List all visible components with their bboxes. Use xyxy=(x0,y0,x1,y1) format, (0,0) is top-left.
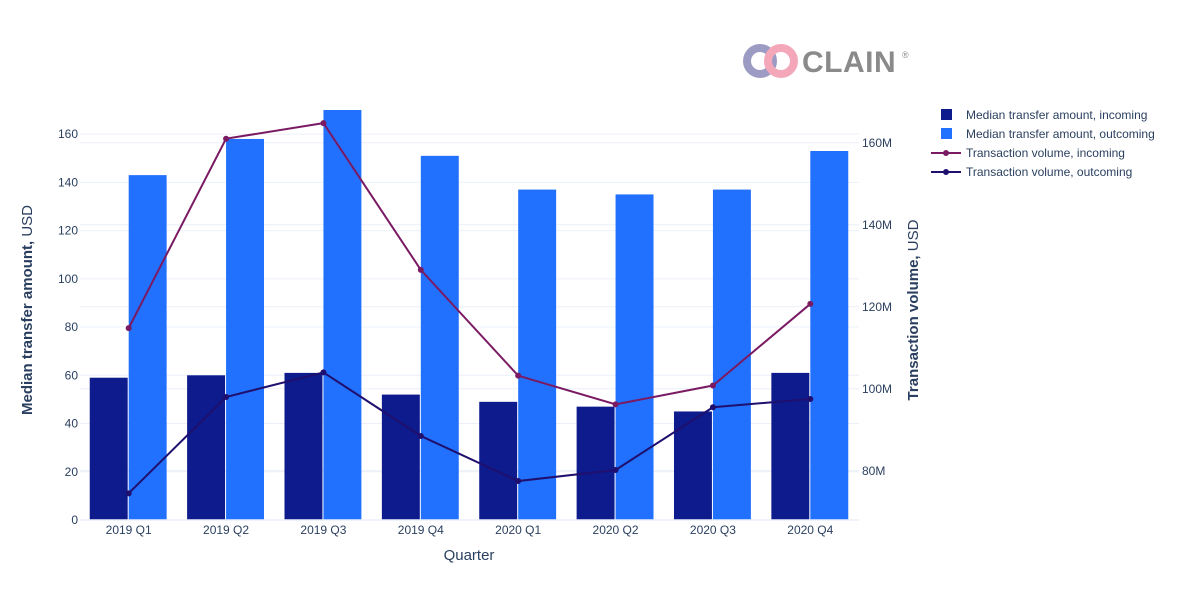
bar-series xyxy=(89,110,849,521)
point-volume-incoming xyxy=(417,266,424,273)
x-tick-label: 2019 Q1 xyxy=(106,523,152,537)
point-volume-incoming xyxy=(515,372,522,379)
legend-volume-outcoming[interactable]: Transaction volume, outcoming xyxy=(931,165,1132,179)
point-volume-incoming xyxy=(320,120,327,127)
line-series xyxy=(125,120,814,497)
bar-median-incoming xyxy=(284,372,323,520)
point-volume-outcoming xyxy=(515,478,522,485)
y-tick-label: 40 xyxy=(65,417,79,431)
logo-registered-mark: ® xyxy=(902,50,909,60)
x-tick-label: 2019 Q2 xyxy=(203,523,249,537)
line-volume-incoming xyxy=(127,122,811,406)
x-tick-label: 2020 Q4 xyxy=(787,523,833,537)
x-tick-label: 2020 Q2 xyxy=(593,523,639,537)
chain-link-icon xyxy=(743,44,798,78)
y-axis-title-unit: USD xyxy=(19,205,36,241)
y-tick-label: 120 xyxy=(58,224,78,238)
point-volume-incoming xyxy=(223,135,230,142)
point-volume-outcoming xyxy=(709,404,716,411)
x-tick-label: 2020 Q1 xyxy=(495,523,541,537)
y2-tick-label: 100M xyxy=(862,382,892,396)
x-tick-label: 2019 Q4 xyxy=(398,523,444,537)
legend-swatch xyxy=(941,109,952,120)
legend-median-outcoming[interactable]: Median transfer amount, outcoming xyxy=(941,127,1155,141)
point-volume-outcoming xyxy=(417,432,424,439)
point-volume-outcoming xyxy=(320,369,327,376)
y-tick-label: 0 xyxy=(71,513,78,527)
logo-text: CLAIN xyxy=(802,46,896,79)
legend-label: Median transfer amount, incoming xyxy=(966,108,1147,122)
point-volume-incoming xyxy=(709,382,716,389)
point-volume-outcoming xyxy=(223,394,230,400)
y2-axis-title-bold: Transaction volume, xyxy=(905,255,922,400)
bar-median-outcoming xyxy=(323,110,362,520)
point-volume-incoming xyxy=(125,325,132,332)
bar-median-incoming xyxy=(187,375,226,520)
y-tick-label: 60 xyxy=(65,368,79,382)
point-volume-incoming xyxy=(612,401,619,408)
point-volume-outcoming xyxy=(612,466,619,473)
y-tick-label: 140 xyxy=(58,175,78,189)
bar-median-outcoming xyxy=(712,189,751,520)
bar-median-incoming xyxy=(576,406,615,520)
y2-tick-label: 80M xyxy=(862,464,885,478)
point-volume-outcoming xyxy=(807,396,814,403)
bar-median-outcoming xyxy=(420,155,459,520)
legend-label: Median transfer amount, outcoming xyxy=(966,127,1155,141)
legend-marker xyxy=(943,150,949,156)
axes: 0 20 40 60 80 100 120 140 160 80M 100M 120M 140M 160M… xyxy=(58,127,892,537)
legend-marker xyxy=(943,169,949,175)
bar-median-outcoming xyxy=(226,138,265,521)
bar-median-outcoming xyxy=(615,194,654,521)
legend-median-incoming[interactable]: Median transfer amount, incoming xyxy=(941,108,1147,122)
point-volume-incoming xyxy=(807,300,814,307)
y2-tick-label: 140M xyxy=(862,218,892,232)
y-axis-title-bold: Median transfer amount, xyxy=(19,241,36,415)
legend-volume-incoming[interactable]: Transaction volume, incoming xyxy=(931,146,1125,160)
point-volume-outcoming xyxy=(125,490,132,497)
bar-median-incoming xyxy=(771,372,810,520)
y2-tick-label: 120M xyxy=(862,300,892,314)
y-tick-label: 20 xyxy=(65,465,79,479)
clain-logo: CLAIN ® xyxy=(743,44,909,79)
y-tick-label: 80 xyxy=(65,320,79,334)
x-tick-label: 2019 Q3 xyxy=(300,523,346,537)
y-axis-title: Median transfer amount, USD xyxy=(19,205,36,415)
legend-label: Transaction volume, incoming xyxy=(966,146,1125,160)
legend-swatch xyxy=(941,128,952,139)
y2-axis-title-unit: USD xyxy=(905,219,922,255)
y2-tick-label: 160M xyxy=(862,136,892,150)
bar-median-incoming xyxy=(673,411,712,520)
bar-median-outcoming xyxy=(518,189,557,520)
legend[interactable]: Median transfer amount, incoming Median t… xyxy=(931,108,1155,179)
y-tick-label: 160 xyxy=(58,127,78,141)
bar-median-incoming xyxy=(479,401,518,520)
legend-label: Transaction volume, outcoming xyxy=(966,165,1132,179)
bar-median-outcoming xyxy=(810,151,849,520)
x-axis-title: Quarter xyxy=(444,547,495,564)
bar-median-incoming xyxy=(89,377,128,520)
line-volume-outcoming xyxy=(127,371,811,495)
y2-axis-title: Transaction volume, USD xyxy=(905,219,922,400)
x-tick-label: 2020 Q3 xyxy=(690,523,736,537)
y-tick-label: 100 xyxy=(58,272,78,286)
bar-median-outcoming xyxy=(128,175,167,520)
